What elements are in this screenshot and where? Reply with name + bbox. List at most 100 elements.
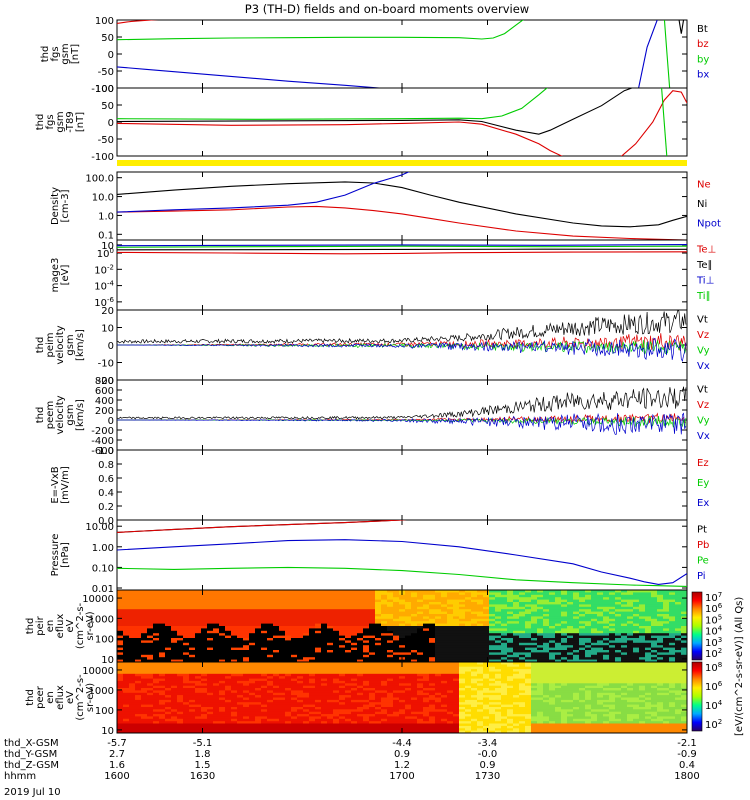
colorbar-tick: 107 — [705, 591, 722, 604]
legend-vx: Vx — [697, 361, 710, 372]
svg-text:gsm: gsm — [55, 111, 66, 132]
ephemeris-value: -0.9 — [677, 749, 697, 760]
y-tick-label: -10 — [98, 359, 114, 370]
axes-box — [116, 239, 688, 311]
colorbar-tick: 104 — [705, 699, 723, 712]
y-tick-label: 10 — [101, 726, 114, 737]
svg-text:eflux: eflux — [55, 614, 66, 639]
series-green-late — [661, 88, 668, 156]
ephemeris-value: 1.6 — [109, 760, 125, 771]
y-tick-label: -200 — [91, 426, 114, 437]
axes-box — [116, 87, 688, 157]
y-tick-label: 0.0 — [98, 516, 114, 527]
y-axis-label: thd fgs gsm -T89 [nT] — [35, 111, 86, 133]
svg-text:Pressure: Pressure — [50, 534, 61, 577]
legend-bz: bz — [697, 39, 709, 50]
ephemeris-value: 0.9 — [480, 760, 496, 771]
y-tick-label: 0.1 — [98, 230, 114, 241]
ephemeris-value: 1.8 — [195, 749, 211, 760]
ephemeris-value: -4.4 — [392, 738, 412, 749]
ephemeris-value: 1700 — [389, 771, 414, 782]
svg-text:thd: thd — [40, 46, 51, 63]
svg-text:fgs: fgs — [45, 114, 56, 129]
colorbar-tick: 103 — [705, 636, 722, 649]
ephemeris-value: 1600 — [104, 771, 129, 782]
y-tick-label: 10000 — [82, 594, 114, 605]
colorbar-tick: 106 — [705, 680, 723, 693]
y-tick-label: 100 — [95, 16, 114, 27]
svg-text:thd: thd — [35, 337, 46, 354]
y-axis-label: Density [cm-3] — [50, 187, 71, 225]
ephemeris-value: 2.7 — [109, 749, 125, 760]
series-npot — [117, 172, 410, 213]
svg-text:[km/s]: [km/s] — [75, 399, 86, 431]
y-tick-label: 100 — [95, 706, 114, 717]
y-tick-label: 10 — [101, 655, 114, 666]
y-tick-label: 10-2 — [94, 263, 114, 276]
y-tick-label: -20 — [98, 376, 114, 387]
colorbar-tick: 106 — [705, 602, 723, 615]
colorbar-tick: 105 — [705, 613, 722, 626]
svg-text:[nPa]: [nPa] — [60, 542, 71, 568]
ephemeris-row: thd_Y-GSM 2.7 1.8 0.9 -0.0 -0.9 — [4, 749, 697, 760]
svg-text:thd: thd — [35, 114, 46, 131]
series-vy — [117, 415, 687, 428]
axes-box — [116, 449, 688, 521]
svg-text:eV: eV — [65, 619, 76, 632]
ephemeris-value: 1800 — [674, 771, 699, 782]
ephemeris-value: 0.4 — [679, 760, 695, 771]
ephemeris-label: thd_Y-GSM — [4, 749, 57, 760]
ephemeris-row: thd_Z-GSM 1.6 1.5 1.2 0.9 0.4 — [4, 760, 695, 771]
svg-text:gsm: gsm — [65, 404, 76, 425]
y-tick-label: 10.0 — [92, 193, 114, 204]
y-axis-label: E=-VxB [mV/m] — [50, 466, 71, 504]
series-black — [117, 88, 634, 135]
series-ti- — [117, 244, 687, 247]
svg-text:thd: thd — [35, 407, 46, 424]
legend-pt: Pt — [697, 524, 707, 535]
spectrogram-peir — [117, 590, 687, 662]
ephemeris-value: 1.2 — [394, 760, 410, 771]
y-tick-label: 20 — [101, 306, 114, 317]
y-tick-label: 0.4 — [98, 488, 114, 499]
legend-ez: Ez — [697, 458, 709, 469]
axes-box — [116, 19, 688, 89]
y-axis-label: Pressure [nPa] — [50, 534, 71, 577]
panel-pressure: 10.00 1.00 0.10 0.01 Pressure [nPa] Pt Pb Pe Pi — [50, 519, 709, 595]
svg-text:[nT]: [nT] — [75, 112, 86, 132]
series-pb — [117, 520, 407, 533]
legend-bt: Bt — [697, 24, 708, 35]
y-axis-label: mage3 [eV] — [50, 258, 71, 293]
y-tick-label: 1.0 — [98, 446, 114, 457]
y-tick-label: 400 — [95, 396, 114, 407]
ephemeris-label: hhmm — [4, 771, 36, 782]
svg-text:gsm: gsm — [60, 43, 71, 64]
ephemeris-label: thd_X-GSM — [4, 738, 59, 749]
ephemeris-value: -3.4 — [478, 738, 498, 749]
axes-box — [116, 379, 688, 451]
y-tick-label: -100 — [91, 84, 114, 95]
y-axis-label: thd peer en eflux eV (cm^2-s-sr-eV) — [25, 674, 96, 721]
svg-text:velocity: velocity — [55, 395, 66, 434]
svg-text:E=-VxB: E=-VxB — [50, 466, 61, 503]
series-ti- — [117, 245, 687, 248]
legend-pb: Pb — [697, 540, 709, 551]
series-ni — [117, 181, 687, 228]
y-tick-label: 0 — [108, 341, 114, 352]
date-label: 2019 Jul 10 — [4, 787, 61, 798]
series-vz — [117, 333, 687, 351]
series-vx — [117, 412, 687, 435]
legend-ni: Ni — [697, 199, 707, 210]
svg-text:-T89: -T89 — [65, 111, 76, 133]
y-tick-label: 100.0 — [85, 174, 114, 185]
series-vz — [117, 412, 686, 424]
mode-bar — [117, 160, 687, 166]
series-vt — [117, 386, 687, 420]
svg-text:gsm: gsm — [65, 334, 76, 355]
y-axis-label: thd peir en eflux eV (cm^2-s-sr-eV) — [25, 602, 96, 649]
ephemeris-value: -2.1 — [677, 738, 697, 749]
legend-te-: Te⊥ — [696, 244, 716, 255]
